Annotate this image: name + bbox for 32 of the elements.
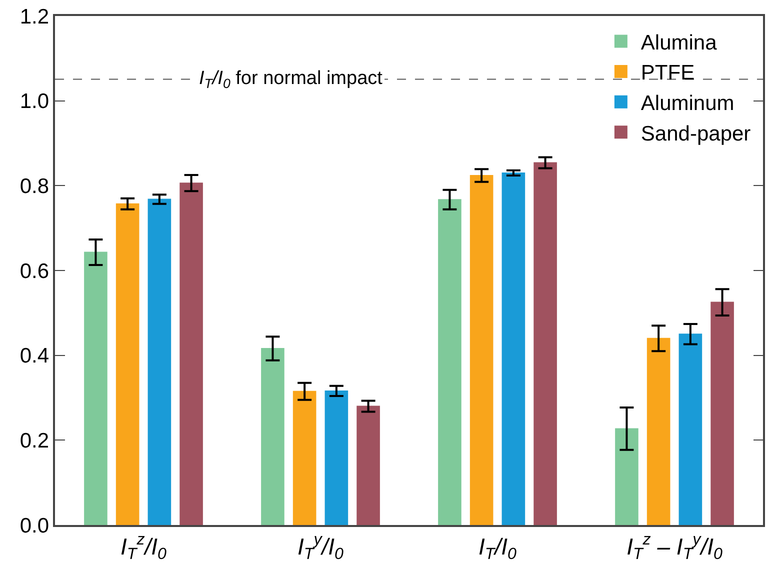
bar (678, 334, 702, 525)
bar (710, 302, 734, 525)
legend-label: Aluminum (640, 92, 734, 116)
bar (84, 252, 108, 525)
bar (324, 390, 348, 525)
bar (646, 338, 670, 525)
bar (292, 390, 316, 525)
ref-line-label: I$_{T}$/I$_{0}$ for normal impact (199, 68, 384, 91)
x-tick-label: I$_{T}$$^{z}$/I$_{0}$ (120, 530, 167, 564)
x-tick-label: I$_{T}$$^{z}$ – I$_{T}$$^{y}$/I$_{0}$ (626, 530, 722, 564)
y-tick-label: 1.0 (20, 90, 50, 114)
y-tick-label: 0.4 (20, 344, 50, 368)
bar (148, 198, 172, 525)
legend-label: PTFE (640, 62, 695, 85)
legend-label: Alumina (640, 31, 718, 54)
bar (356, 406, 380, 525)
bar (180, 182, 203, 525)
y-tick-label: 0.6 (20, 260, 50, 283)
x-tick-label: I$_{T}$$^{y}$/I$_{0}$ (297, 530, 344, 564)
y-tick-label: 1.2 (20, 5, 50, 28)
bar (438, 199, 462, 525)
bar (502, 172, 526, 525)
bar (261, 348, 284, 525)
bar (116, 203, 140, 525)
y-tick-label: 0.0 (20, 514, 50, 538)
bar (470, 174, 494, 525)
x-tick-label: I$_{T}$/I$_{0}$ (478, 533, 517, 564)
legend-label: Sand-paper (640, 122, 751, 146)
y-tick-label: 0.2 (20, 430, 50, 453)
bar (534, 162, 557, 525)
y-tick-label: 0.8 (20, 175, 50, 198)
bar (615, 428, 638, 525)
